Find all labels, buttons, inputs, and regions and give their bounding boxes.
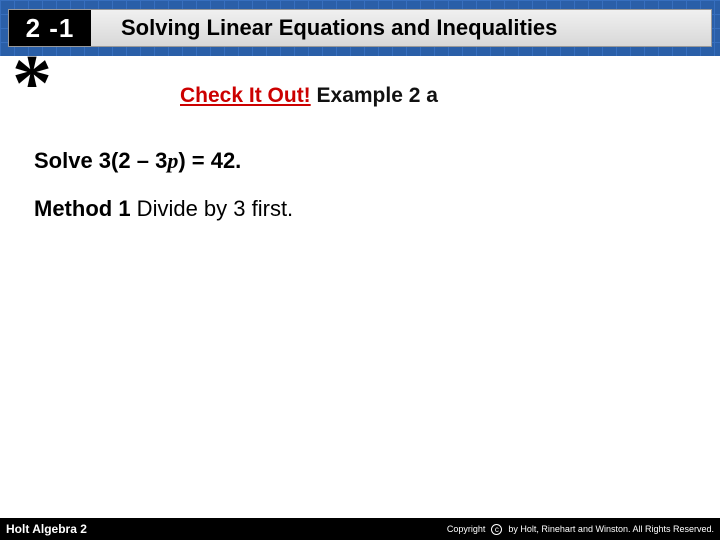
check-it-out-heading: Check It Out! Example 2 a <box>180 84 438 108</box>
method-text: Divide by 3 first. <box>131 196 294 221</box>
solve-suffix: ) = 42. <box>178 148 241 173</box>
check-it-out-label: Check It Out! <box>180 84 311 107</box>
solve-prefix: Solve 3(2 – 3 <box>34 148 167 173</box>
lesson-title: Solving Linear Equations and Inequalitie… <box>91 15 711 41</box>
problem-statement: Solve 3(2 – 3p) = 42. <box>34 148 241 174</box>
example-label: Example 2 a <box>311 84 438 107</box>
method-line: Method 1 Divide by 3 first. <box>34 196 293 222</box>
asterisk-icon: * <box>12 48 52 120</box>
copyright-text: by Holt, Rinehart and Winston. All Right… <box>508 524 714 534</box>
title-bar: 2 -1 Solving Linear Equations and Inequa… <box>8 9 712 47</box>
copyright-icon: c <box>491 524 502 535</box>
footer: Holt Algebra 2 Copyright c by Holt, Rine… <box>0 518 720 540</box>
footer-book-title: Holt Algebra 2 <box>6 522 87 536</box>
method-label: Method 1 <box>34 196 131 221</box>
footer-copyright: Copyright c by Holt, Rinehart and Winsto… <box>447 524 714 535</box>
solve-variable: p <box>167 148 178 173</box>
copyright-prefix: Copyright <box>447 524 486 534</box>
